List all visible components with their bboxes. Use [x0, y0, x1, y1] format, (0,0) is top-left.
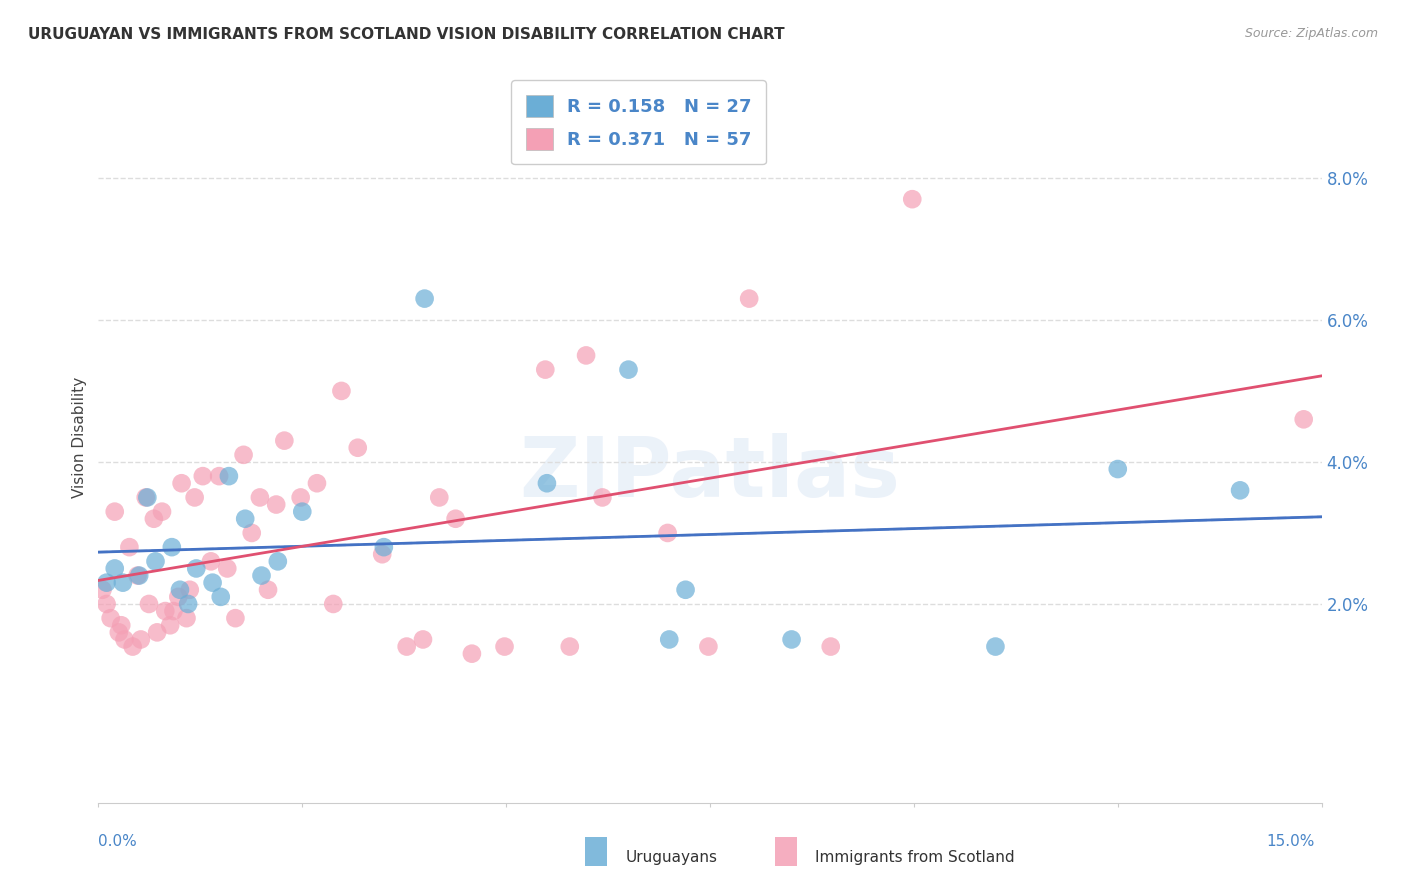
Point [558, 640, 581, 654]
Point [176, 611, 198, 625]
Point [179, 582, 201, 597]
Point [186, 561, 208, 575]
Point [208, 469, 231, 483]
Point [183, 491, 205, 505]
Point [461, 647, 484, 661]
Point [413, 292, 436, 306]
Point [138, 597, 160, 611]
Point [177, 597, 200, 611]
Point [135, 491, 157, 505]
Text: Immigrants from Scotland: Immigrants from Scotland [815, 850, 1015, 865]
Point [240, 525, 263, 540]
Point [427, 491, 450, 505]
Point [267, 554, 290, 568]
Point [820, 640, 842, 654]
Text: URUGUAYAN VS IMMIGRANTS FROM SCOTLAND VISION DISABILITY CORRELATION CHART: URUGUAYAN VS IMMIGRANTS FROM SCOTLAND VI… [28, 27, 785, 42]
Point [373, 540, 395, 554]
Point [617, 362, 640, 376]
Point [257, 582, 280, 597]
Point [96, 575, 118, 590]
Point [1292, 412, 1315, 426]
Point [534, 362, 557, 376]
Point [346, 441, 368, 455]
Point [494, 640, 516, 654]
Point [273, 434, 295, 448]
Point [110, 618, 132, 632]
Y-axis label: Vision Disability: Vision Disability [72, 376, 87, 498]
Point [591, 491, 613, 505]
Point [145, 554, 167, 568]
Text: 15.0%: 15.0% [1267, 834, 1315, 849]
Point [697, 640, 720, 654]
Text: Uruguayans: Uruguayans [626, 850, 717, 865]
Point [150, 505, 173, 519]
Point [121, 640, 143, 654]
Point [201, 575, 224, 590]
Point [118, 540, 141, 554]
Point [901, 192, 924, 206]
Point [1107, 462, 1129, 476]
Point [233, 512, 256, 526]
Point [738, 292, 761, 306]
Point [657, 525, 679, 540]
Point [575, 348, 598, 362]
Point [108, 625, 131, 640]
Point [104, 505, 127, 519]
Point [104, 561, 127, 575]
Point [114, 632, 136, 647]
Point [658, 632, 681, 647]
Point [209, 590, 232, 604]
Point [224, 611, 246, 625]
Point [780, 632, 803, 647]
Point [136, 491, 159, 505]
Point [100, 611, 122, 625]
Point [536, 476, 558, 491]
Point [128, 568, 150, 582]
Point [96, 597, 118, 611]
Text: ZIPatlas: ZIPatlas [520, 434, 900, 514]
Point [232, 448, 254, 462]
Point [290, 491, 312, 505]
Point [412, 632, 434, 647]
Point [169, 582, 191, 597]
Text: Source: ZipAtlas.com: Source: ZipAtlas.com [1244, 27, 1378, 40]
Point [675, 582, 697, 597]
Point [291, 505, 314, 519]
Point [146, 625, 169, 640]
Point [264, 498, 287, 512]
Point [167, 590, 190, 604]
Point [330, 384, 353, 398]
Point [162, 604, 184, 618]
Point [155, 604, 177, 618]
Point [444, 512, 467, 526]
Legend: R = 0.158   N = 27, R = 0.371   N = 57: R = 0.158 N = 27, R = 0.371 N = 57 [512, 80, 766, 164]
Point [127, 568, 149, 582]
Point [249, 491, 271, 505]
Point [371, 547, 394, 561]
Point [200, 554, 222, 568]
Point [217, 561, 239, 575]
Point [322, 597, 344, 611]
Point [129, 632, 152, 647]
Point [160, 540, 183, 554]
Point [305, 476, 328, 491]
Point [984, 640, 1007, 654]
Point [191, 469, 214, 483]
Point [142, 512, 165, 526]
Point [250, 568, 273, 582]
Point [159, 618, 181, 632]
Text: 0.0%: 0.0% [98, 834, 138, 849]
Point [111, 575, 134, 590]
Point [170, 476, 193, 491]
Point [1229, 483, 1251, 498]
Point [395, 640, 418, 654]
Point [218, 469, 240, 483]
Point [91, 582, 114, 597]
